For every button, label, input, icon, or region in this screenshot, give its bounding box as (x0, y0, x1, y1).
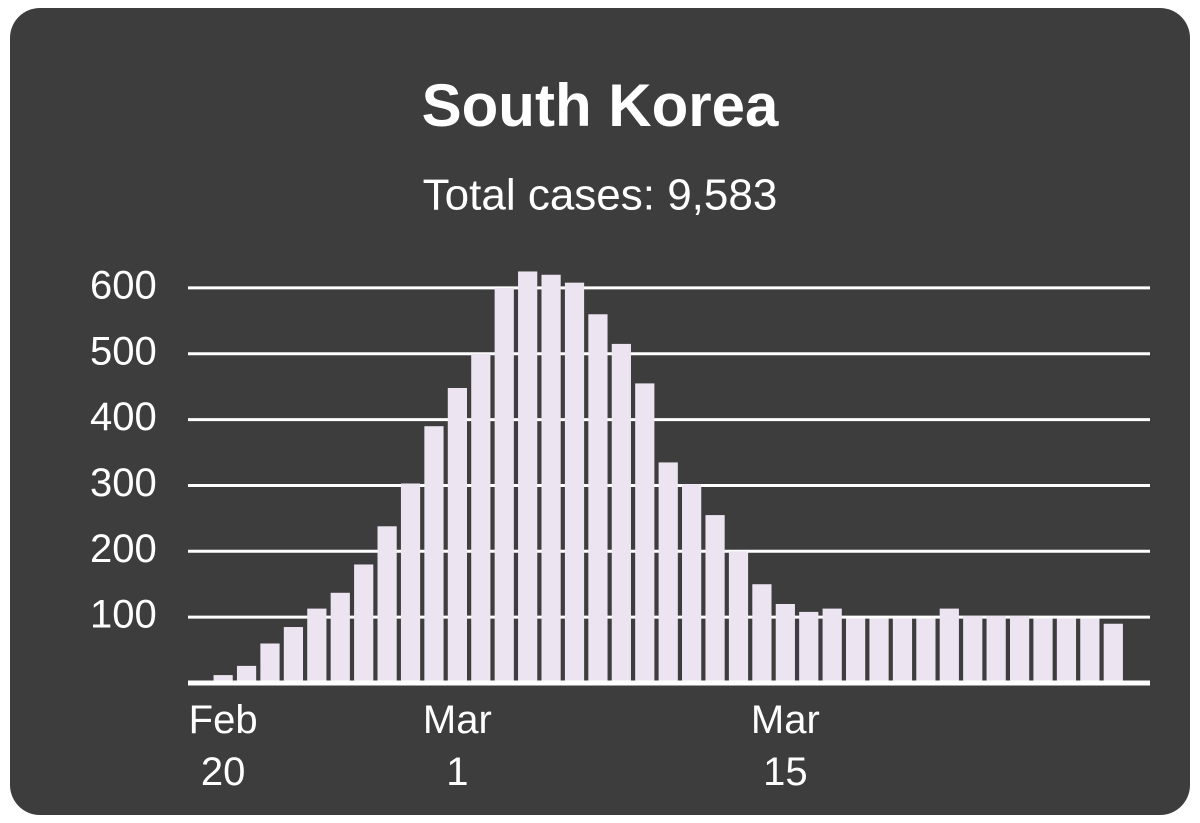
bar (939, 608, 959, 683)
bar (447, 388, 467, 683)
y-tick-label: 200 (90, 527, 157, 571)
bar (354, 564, 374, 683)
y-tick-label: 500 (90, 329, 157, 373)
bar (588, 314, 608, 683)
bar (1009, 615, 1030, 683)
x-tick-label: Mar 1 (422, 698, 492, 794)
bar (916, 618, 936, 683)
bar (1056, 618, 1077, 683)
bar (564, 282, 585, 683)
bar (307, 608, 327, 683)
bar (635, 383, 655, 683)
bar (822, 608, 842, 683)
bar (283, 627, 304, 683)
bar (799, 611, 819, 683)
bar (658, 462, 678, 683)
bar (1103, 623, 1123, 683)
y-tick-label: 600 (90, 263, 157, 307)
bar (682, 484, 702, 683)
bar (775, 603, 795, 683)
y-tick-label: 100 (90, 593, 157, 637)
chart-title: South Korea (422, 72, 779, 139)
bar (260, 643, 280, 683)
bar (236, 665, 257, 683)
x-tick-label: Mar 15 (750, 698, 820, 794)
bar (377, 526, 397, 683)
bar (752, 584, 772, 683)
bar (986, 615, 1006, 683)
bar (330, 592, 350, 683)
bar (424, 426, 444, 683)
bar (705, 515, 725, 683)
bar (846, 618, 866, 683)
bar (611, 343, 631, 683)
bar (1033, 618, 1053, 683)
x-tick-label: Feb 20 (188, 698, 258, 794)
bar (869, 618, 889, 683)
bar (892, 618, 913, 683)
bar (518, 271, 538, 683)
y-tick-label: 400 (90, 395, 157, 439)
bar (213, 675, 233, 683)
bar (400, 483, 421, 683)
bar (471, 353, 491, 683)
y-tick-label: 300 (90, 461, 157, 505)
chart-subtitle: Total cases: 9,583 (423, 171, 778, 220)
bar (728, 551, 749, 683)
bar (1080, 618, 1100, 683)
bar (963, 615, 983, 683)
bar (494, 287, 514, 683)
bar (541, 274, 561, 683)
